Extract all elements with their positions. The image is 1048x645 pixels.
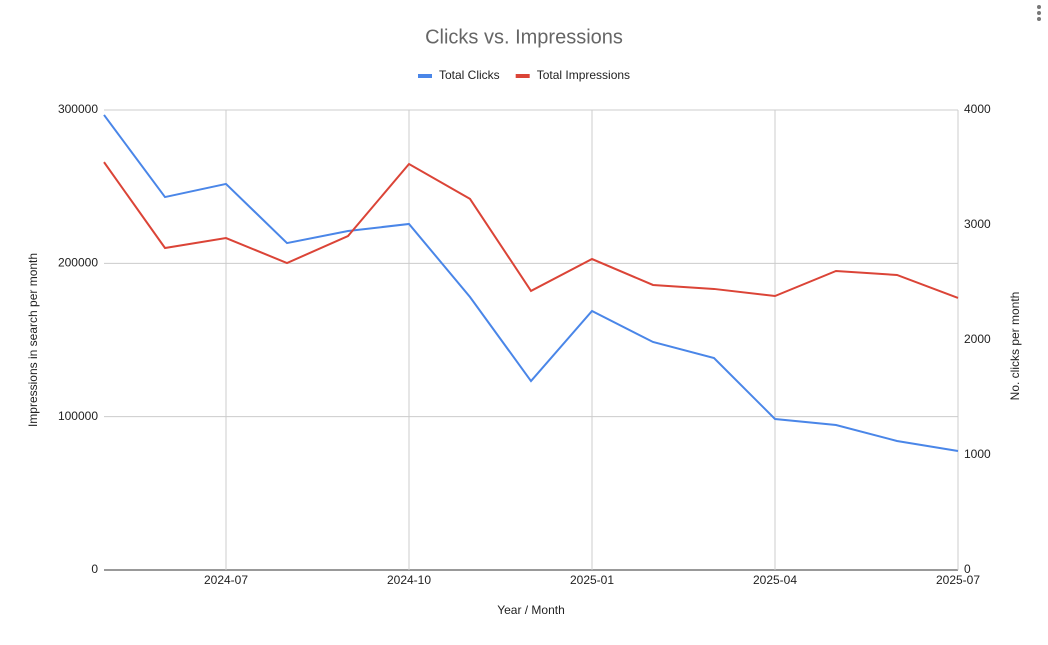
- legend-label: Total Clicks: [439, 68, 500, 82]
- line-series: [103, 114, 959, 452]
- y2-tick-label: 3000: [964, 217, 991, 231]
- y2-tick-label: 1000: [964, 447, 991, 461]
- x-tick-label: 2024-10: [387, 573, 431, 587]
- y2-axis-label: No. clicks per month: [1008, 292, 1022, 401]
- line-series: [103, 161, 959, 299]
- chart-title: Clicks vs. Impressions: [425, 26, 623, 48]
- y-axis-label: Impressions in search per month: [26, 253, 40, 427]
- y2-tick-label: 0: [964, 562, 971, 576]
- menu-icon[interactable]: [1037, 5, 1041, 21]
- legend-label: Total Impressions: [537, 68, 630, 82]
- x-tick-label: 2025-07: [936, 573, 980, 587]
- x-tick-label: 2025-04: [753, 573, 797, 587]
- y-tick-label: 200000: [58, 256, 98, 270]
- x-tick-label: 2025-01: [570, 573, 614, 587]
- y2-tick-label: 4000: [964, 102, 991, 116]
- x-tick-label: 2024-07: [204, 573, 248, 587]
- y-tick-label: 100000: [58, 409, 98, 423]
- y-tick-label: 0: [91, 562, 98, 576]
- y-tick-label: 300000: [58, 102, 98, 116]
- x-axis-label: Year / Month: [497, 603, 565, 617]
- y2-tick-label: 2000: [964, 332, 991, 346]
